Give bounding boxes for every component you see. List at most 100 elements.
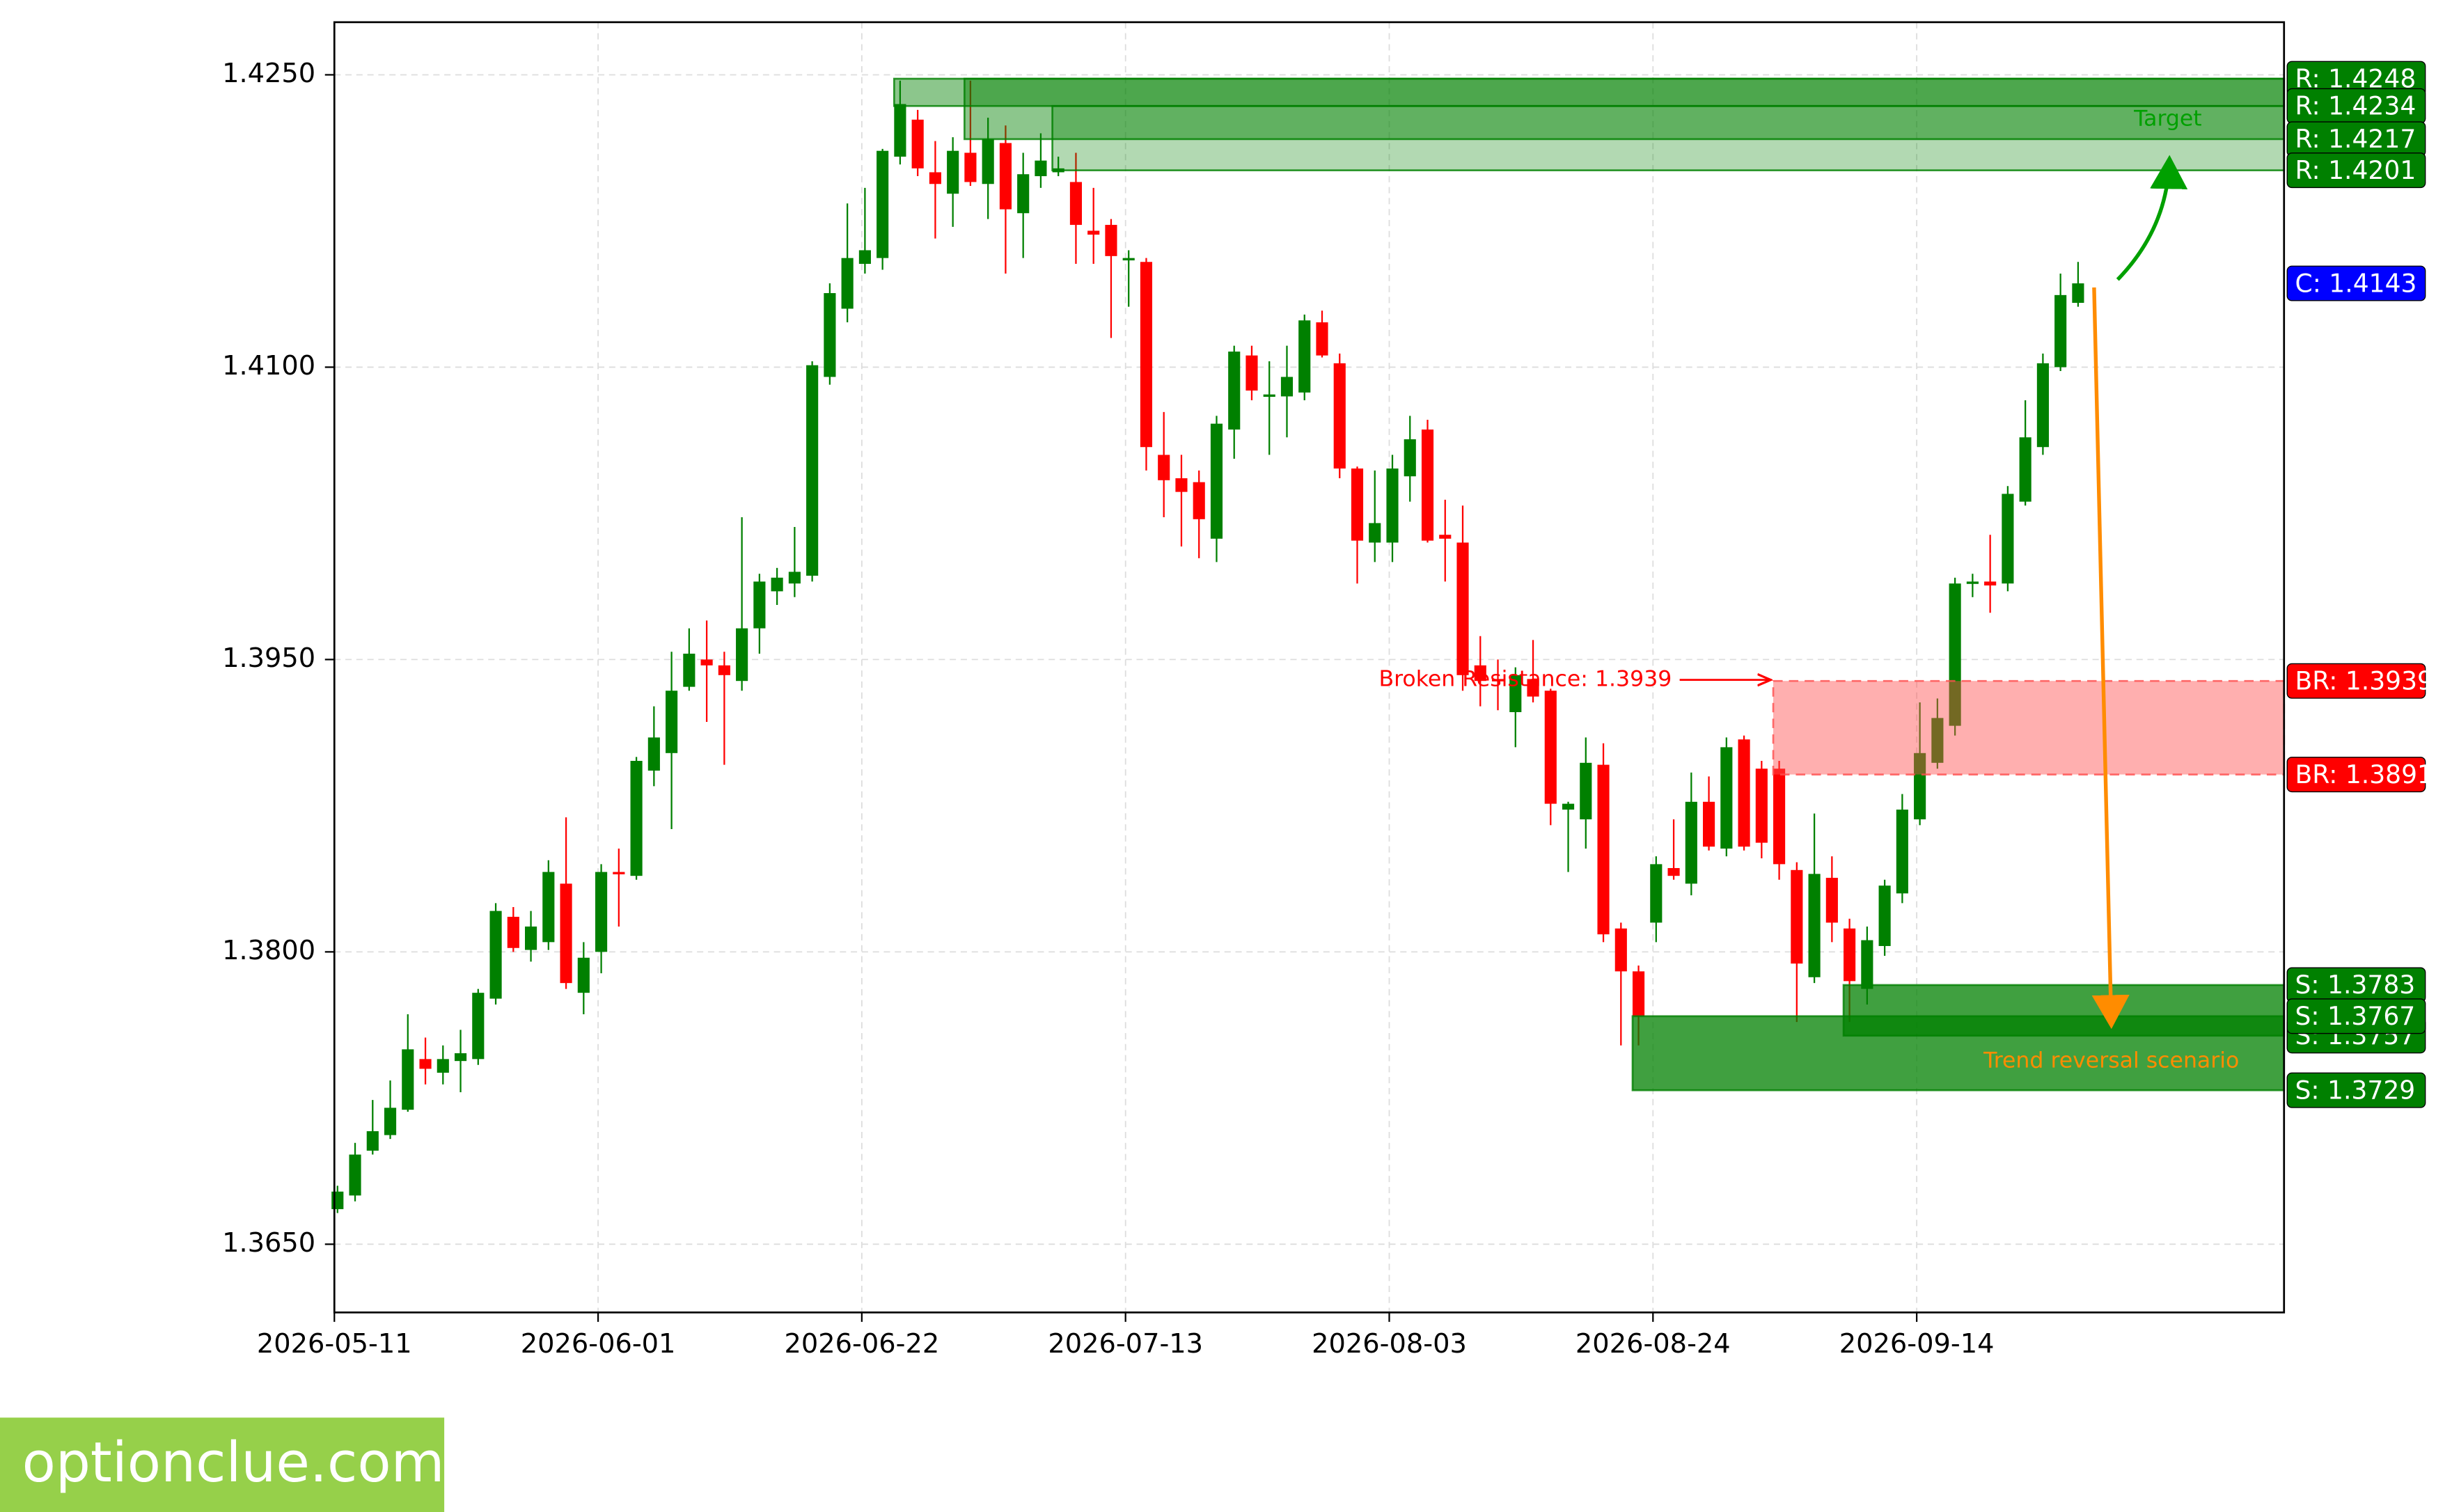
candle-body: [1069, 182, 1083, 226]
level-box: [2286, 1072, 2426, 1108]
candle-body: [2002, 494, 2014, 584]
candle-body: [771, 577, 783, 592]
candle-body: [1087, 230, 1100, 235]
candle-body: [2019, 437, 2031, 502]
zone: [1051, 104, 2286, 172]
candle-body: [1896, 809, 1908, 894]
level-label: BR: 1.3891: [2295, 760, 2434, 789]
candle-body: [1527, 679, 1539, 697]
candle-body: [1949, 583, 1961, 726]
candle-body: [964, 152, 977, 182]
candle-body: [1140, 262, 1153, 448]
candle-body: [384, 1108, 397, 1135]
candle-body: [1105, 225, 1117, 256]
candle-body: [1017, 174, 1030, 214]
candle-body: [806, 365, 819, 576]
candle-body: [1844, 928, 1856, 982]
x-tick-label: 2026-07-13: [1048, 1328, 1203, 1360]
candle-body: [1632, 971, 1645, 1016]
candle-body: [1122, 258, 1135, 261]
candle-body: [683, 654, 695, 687]
level-label: S: 1.3767: [2295, 1002, 2416, 1031]
candle-body: [753, 581, 766, 629]
candle-body: [1456, 542, 1469, 675]
annotation: Trend reversal scenario: [1983, 1048, 2239, 1073]
x-tick-label: 2026-05-11: [257, 1328, 412, 1360]
candle-body: [894, 104, 906, 157]
annotation: Target: [2133, 107, 2202, 132]
candle-body: [472, 993, 485, 1060]
candle-body: [1245, 355, 1258, 391]
level-label: R: 1.4234: [2295, 92, 2416, 121]
candle-body: [1808, 874, 1821, 977]
candle-body: [507, 916, 519, 948]
candle-body: [1667, 867, 1680, 876]
candle-body: [454, 1053, 467, 1062]
candle-body: [1966, 581, 1979, 584]
candle-body: [911, 119, 924, 168]
candle-body: [1825, 877, 1838, 923]
candle-body: [1316, 322, 1328, 356]
y-tick-label: 1.4100: [222, 350, 315, 381]
watermark-box: [0, 1417, 445, 1512]
candle-body: [858, 250, 871, 265]
candle-body: [1333, 363, 1346, 469]
candle-body: [1931, 718, 1944, 763]
candle-body: [1580, 762, 1592, 819]
grid: [333, 22, 2284, 1313]
annotation-arrow: [2091, 287, 2130, 1030]
zone: [1772, 679, 2286, 775]
candle-body: [1298, 320, 1311, 393]
candle-body: [419, 1059, 432, 1069]
candle-body: [595, 872, 608, 952]
candle-body: [929, 172, 941, 184]
level-label: S: 1.3729: [2295, 1076, 2416, 1105]
candle-body: [1351, 468, 1364, 541]
candle-body: [1421, 430, 1434, 541]
candle-body: [2072, 283, 2084, 304]
candle-body: [525, 926, 537, 950]
candle-body: [1984, 581, 1997, 586]
candle-body: [1386, 468, 1399, 543]
level-box: [2286, 663, 2426, 699]
candle-body: [1158, 455, 1170, 480]
candle-body: [1562, 803, 1575, 810]
x-tick-label: 2026-09-14: [1839, 1328, 1995, 1360]
candle-body: [1755, 769, 1768, 843]
candle-body: [1193, 482, 1205, 519]
y-tick-label: 1.3650: [222, 1227, 315, 1259]
x-tick-label: 2026-06-01: [521, 1328, 676, 1360]
candle-body: [630, 760, 643, 876]
candle-body: [1263, 394, 1275, 397]
candle-body: [947, 150, 959, 194]
candle-body: [1210, 423, 1223, 539]
candle-body: [1175, 478, 1188, 492]
level-label: C: 1.4143: [2295, 269, 2417, 298]
candles: [331, 80, 2084, 1213]
level-label: R: 1.4201: [2295, 156, 2416, 185]
candle-body: [577, 957, 590, 993]
plot-frame: [333, 21, 2286, 1314]
candle-body: [647, 737, 660, 771]
candle-body: [1369, 523, 1381, 543]
x-tick-label: 2026-08-03: [1312, 1328, 1467, 1360]
candle-body: [1791, 869, 1803, 964]
candle-body: [718, 665, 730, 675]
level-box: [2286, 998, 2426, 1034]
level-box: [2286, 152, 2426, 189]
y-tick-label: 1.4250: [222, 58, 315, 89]
zone: [1842, 984, 2286, 1037]
candle-body: [700, 659, 713, 666]
candle-body: [349, 1154, 361, 1196]
axes: 1.3650 1.3800 1.3950 1.4100 1.4250 2026-05-11…: [222, 58, 1994, 1360]
candle-body: [1035, 160, 1047, 177]
level-label: BR: 1.3939: [2295, 666, 2434, 695]
candle-body: [2036, 363, 2049, 448]
candle-body: [1509, 675, 1522, 712]
candle-body: [1474, 665, 1486, 682]
annotations: Broken Resistance: 1.3939 Target Trend rev…: [1379, 107, 2240, 1073]
candle-body: [1404, 439, 1416, 477]
